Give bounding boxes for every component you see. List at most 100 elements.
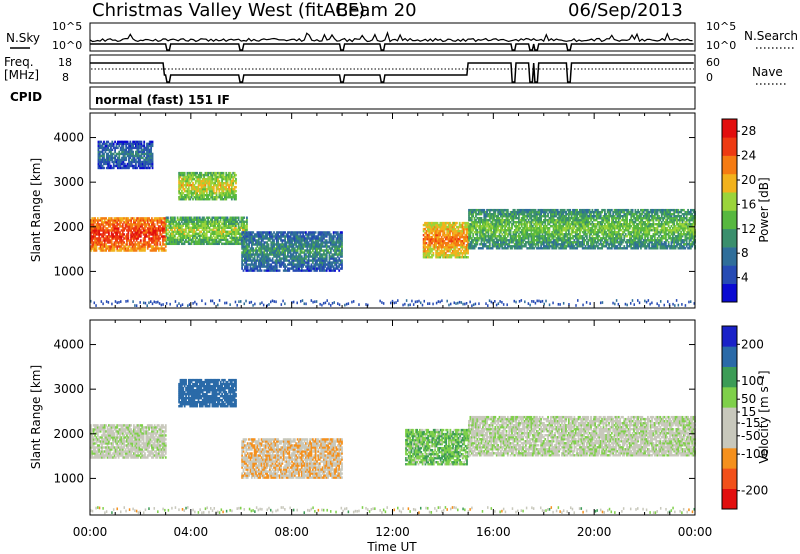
echo-cell <box>267 265 270 268</box>
echo-cell <box>204 187 207 191</box>
echo-cell <box>260 253 263 256</box>
echo-cell <box>178 187 181 191</box>
echo-cell <box>152 237 155 240</box>
echo-cell <box>262 247 264 250</box>
echo-cell <box>124 219 127 222</box>
echo-cell <box>281 233 284 236</box>
echo-cell <box>291 231 293 234</box>
echo-cell <box>305 253 307 256</box>
echo-cell <box>274 265 277 268</box>
echo-cell <box>479 222 482 226</box>
echo-cell <box>148 219 151 222</box>
echo-cell <box>201 193 204 197</box>
echo-cell <box>281 245 284 248</box>
echo-cell <box>98 241 101 244</box>
echo-cell <box>299 249 302 252</box>
echo-cell <box>449 243 451 247</box>
echo-cell <box>436 254 439 257</box>
echo-cell <box>205 181 208 185</box>
echo-cell <box>134 243 137 246</box>
echo-cell <box>155 229 157 232</box>
echo-cell <box>178 226 180 229</box>
echo-cell <box>498 233 501 236</box>
echo-cell <box>424 227 426 231</box>
echo-cell <box>506 218 509 222</box>
echo-cell <box>289 243 292 246</box>
echo-cell <box>186 234 189 238</box>
echo-cell <box>282 231 285 234</box>
echo-cell <box>144 249 146 252</box>
echo-cell <box>134 241 137 244</box>
echo-cell <box>472 233 475 236</box>
echo-cell <box>250 247 253 250</box>
echo-cell <box>185 230 187 233</box>
echo-cell <box>493 225 495 228</box>
echo-cell <box>156 241 159 244</box>
echo-cell <box>433 231 436 235</box>
echo-cell <box>475 237 477 240</box>
echo-cell <box>214 179 217 183</box>
echo-cell <box>316 235 318 238</box>
echo-cell <box>151 217 153 220</box>
echo-cell <box>465 251 468 255</box>
echo-cell <box>476 208 479 212</box>
echo-cell <box>274 263 277 266</box>
echo-cell <box>208 240 211 244</box>
echo-cell <box>233 191 236 195</box>
echo-cell <box>131 235 134 238</box>
echo-cell <box>268 265 271 268</box>
echo-cell <box>182 218 185 221</box>
echo-cell <box>236 232 239 235</box>
echo-cell <box>152 247 155 250</box>
echo-cell <box>219 218 222 221</box>
echo-cell <box>244 233 246 236</box>
echo-cell <box>248 257 250 260</box>
echo-cell <box>508 245 511 248</box>
echo-cell <box>134 231 137 234</box>
echo-cell <box>199 173 201 177</box>
echo-cell <box>501 225 504 228</box>
echo-cell <box>242 247 245 250</box>
echo-cell <box>173 228 176 231</box>
echo-cell <box>511 227 513 230</box>
echo-cell <box>121 227 124 230</box>
echo-cell <box>201 222 204 225</box>
echo-cell <box>444 225 447 229</box>
echo-cell <box>303 269 306 272</box>
echo-cell <box>198 226 201 229</box>
echo-cell <box>480 218 483 222</box>
echo-cell <box>201 185 204 189</box>
echo-cell <box>311 253 314 256</box>
echo-cell <box>458 237 461 241</box>
echo-cell <box>295 263 298 266</box>
echo-cell <box>451 251 454 255</box>
echo-cell <box>306 239 309 242</box>
echo-cell <box>339 245 342 248</box>
echo-cell <box>275 245 278 248</box>
echo-cell <box>267 261 270 264</box>
echo-cell <box>216 216 219 219</box>
echo-cell <box>505 241 508 244</box>
echo-cell <box>475 245 477 248</box>
echo-cell <box>198 216 201 219</box>
echo-cell <box>152 219 155 222</box>
echo-cell <box>255 249 257 252</box>
echo-cell <box>169 224 172 227</box>
echo-cell <box>449 223 451 227</box>
echo-cell <box>117 229 120 232</box>
echo-cell <box>205 216 208 219</box>
echo-cell <box>300 243 303 246</box>
echo-cell <box>446 249 449 253</box>
echo-cell <box>282 255 285 258</box>
echo-cell <box>479 216 482 220</box>
echo-cell <box>260 233 263 236</box>
echo-cell <box>233 226 236 229</box>
echo-cell <box>186 189 189 193</box>
echo-cell <box>293 235 296 238</box>
echo-cell <box>302 269 305 272</box>
echo-cell <box>493 233 495 236</box>
echo-cell <box>453 233 456 237</box>
echo-cell <box>218 191 221 195</box>
echo-cell <box>480 231 483 234</box>
echo-cell <box>176 226 179 229</box>
